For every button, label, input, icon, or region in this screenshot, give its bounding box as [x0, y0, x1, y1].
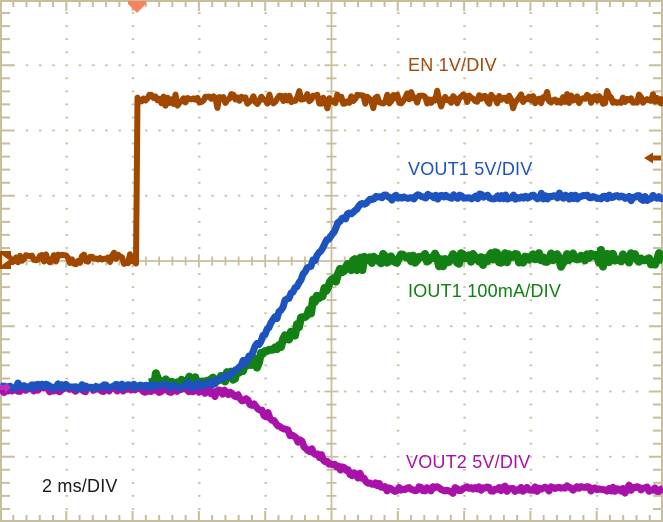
en-trace-label: EN 1V/DIV	[408, 55, 497, 75]
iout1-trace-label: IOUT1 100mA/DIV	[408, 281, 562, 301]
trigger-position-marker	[128, 1, 146, 13]
trace-en	[0, 87, 663, 268]
en-level-marker-right	[644, 152, 661, 164]
vout1-trace-label: VOUT1 5V/DIV	[408, 159, 533, 179]
timebase-label: 2 ms/DIV	[42, 476, 118, 496]
trace-iout1	[148, 245, 663, 391]
vout2-ground-marker	[0, 382, 11, 393]
en-ground-marker-arrow	[2, 255, 9, 265]
vout2-trace-label: VOUT2 5V/DIV	[406, 452, 531, 472]
graticule-dots	[12, 12, 652, 510]
trace-vout1	[0, 189, 663, 393]
